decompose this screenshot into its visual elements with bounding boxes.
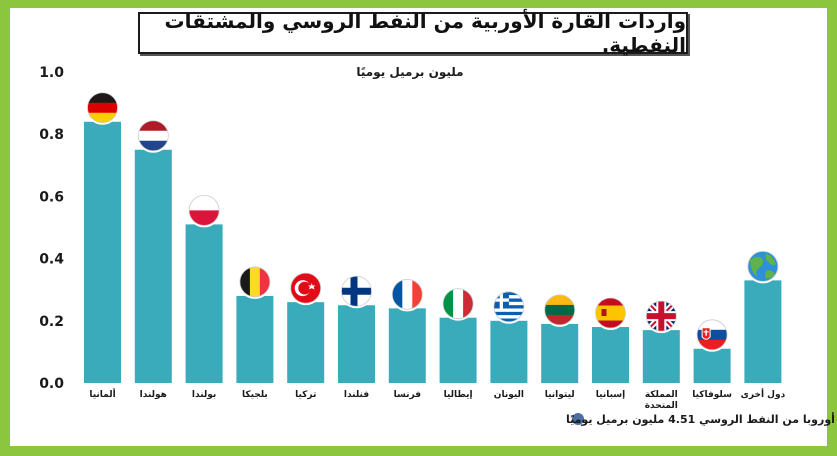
italy-flag-icon: [441, 287, 475, 321]
bar: [135, 150, 172, 383]
spain-flag-icon: [594, 296, 628, 330]
uk-flag-icon: [644, 299, 678, 333]
poland-flag-icon: [187, 193, 221, 227]
x-tick-label: اليونان: [494, 390, 524, 400]
bar: [389, 308, 426, 383]
x-tick-label: فنلندا: [344, 390, 369, 400]
legend: إجمالي واردات أوروبا من النفط الروسي 4.5…: [566, 412, 837, 426]
x-tick-label: بولندا: [192, 390, 216, 400]
x-tick-label: هولندا: [140, 390, 167, 400]
globe-icon: [746, 249, 780, 283]
x-tick-label: ألمانيا: [89, 388, 115, 400]
bar: [84, 122, 121, 383]
bar: [643, 330, 680, 383]
y-axis-label: مليون برميل يوميًا: [356, 65, 463, 80]
x-tick-label: بلجيكا: [242, 390, 268, 400]
slovakia-flag-icon: [695, 318, 729, 352]
germany-flag-icon: [86, 91, 120, 125]
bar: [186, 224, 223, 383]
y-tick-label: 0.0: [39, 376, 64, 392]
greece-flag-icon: [492, 290, 526, 324]
x-tick-label: إسبانيا: [596, 390, 625, 400]
netherlands-flag-icon: [136, 119, 170, 153]
y-tick-label: 0.2: [39, 314, 64, 330]
x-tick-label: المملكة المتحدة: [645, 390, 678, 411]
y-tick-label: 0.8: [39, 127, 64, 143]
bar: [744, 280, 781, 383]
y-tick-label: 0.6: [39, 189, 64, 205]
bar: [541, 324, 578, 383]
x-tick-label: تركيا: [295, 390, 316, 400]
bar: [694, 349, 731, 383]
legend-text: إجمالي واردات أوروبا من النفط الروسي 4.5…: [566, 412, 837, 426]
y-tick-label: 1.0: [39, 65, 64, 81]
belgium-flag-icon: [238, 265, 272, 299]
x-tick-label: سلوفاكيا: [692, 390, 732, 400]
x-tick-label: إيطاليا: [444, 390, 473, 400]
x-tick-label: ليتوانيا: [545, 390, 575, 400]
bar: [236, 296, 273, 383]
lithuania-flag-icon: [543, 293, 577, 327]
y-axis: 1.0 0.8 0.6 0.4 0.2 0.0: [39, 65, 64, 392]
france-flag-icon: [390, 277, 424, 311]
bar: [440, 318, 477, 383]
bar: [490, 321, 527, 383]
bars-group: ألمانيا هولندا بولندا بلجيكا تركيا فنلندا فرنس…: [84, 91, 786, 411]
bar: [287, 302, 324, 383]
bar: [338, 305, 375, 383]
x-tick-label: فرنسا: [394, 390, 422, 400]
finland-flag-icon: [340, 274, 374, 308]
y-tick-label: 0.4: [39, 252, 64, 268]
turkey-flag-icon: [289, 271, 323, 305]
bar: [592, 327, 629, 383]
x-tick-label: دول أخرى: [741, 388, 786, 400]
